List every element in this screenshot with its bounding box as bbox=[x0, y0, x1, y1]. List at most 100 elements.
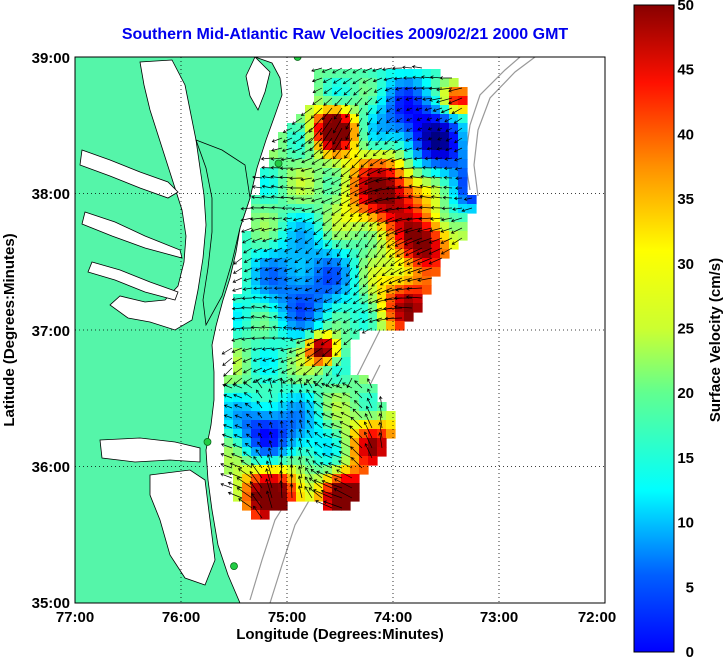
velocity-cell bbox=[341, 105, 351, 115]
velocity-arrow bbox=[227, 481, 243, 489]
velocity-arrow bbox=[435, 97, 453, 104]
velocity-arrow bbox=[243, 247, 253, 254]
velocity-cell bbox=[287, 186, 297, 196]
velocity-arrow bbox=[418, 217, 433, 221]
velocity-cell bbox=[395, 276, 405, 286]
velocity-cell bbox=[305, 285, 315, 295]
velocity-cell bbox=[314, 465, 324, 475]
velocity-cell bbox=[305, 465, 315, 475]
velocity-cell bbox=[305, 159, 315, 169]
velocity-cell bbox=[269, 483, 279, 493]
velocity-cell bbox=[296, 276, 306, 286]
velocity-arrow bbox=[313, 479, 333, 489]
velocity-cell bbox=[251, 411, 261, 421]
velocity-arrow bbox=[416, 257, 433, 265]
velocity-arrow bbox=[289, 464, 294, 479]
velocity-cell bbox=[332, 438, 342, 448]
velocity-arrow bbox=[289, 389, 294, 399]
velocity-cell bbox=[251, 213, 261, 223]
velocity-arrow bbox=[260, 216, 273, 221]
velocity-cell bbox=[323, 348, 333, 358]
velocity-cell bbox=[440, 213, 450, 223]
velocity-arrow bbox=[251, 492, 263, 509]
velocity-cell bbox=[332, 240, 342, 250]
velocity-arrow bbox=[314, 377, 323, 387]
velocity-arrow bbox=[333, 77, 343, 84]
velocity-cell bbox=[233, 339, 243, 349]
velocity-cell bbox=[233, 348, 243, 358]
velocity-cell bbox=[350, 285, 360, 295]
velocity-cell bbox=[431, 141, 441, 151]
colorbar-tick-label: 15 bbox=[677, 450, 694, 467]
velocity-cell bbox=[269, 258, 279, 268]
velocity-cell bbox=[296, 402, 306, 412]
velocity-cell bbox=[269, 249, 279, 259]
velocity-arrow bbox=[443, 175, 453, 180]
velocity-cell bbox=[404, 294, 414, 304]
velocity-arrow bbox=[407, 267, 423, 274]
velocity-cell bbox=[260, 177, 270, 187]
velocity-arrow bbox=[251, 462, 263, 479]
velocity-arrow bbox=[321, 453, 333, 459]
velocity-cell bbox=[359, 258, 369, 268]
velocity-cell bbox=[386, 204, 396, 214]
velocity-cell bbox=[413, 141, 423, 151]
velocity-arrow bbox=[324, 471, 343, 479]
velocity-cell bbox=[278, 258, 288, 268]
velocity-arrow bbox=[406, 117, 413, 122]
velocity-cell bbox=[323, 114, 333, 124]
velocity-cell bbox=[233, 402, 243, 412]
velocity-cell bbox=[386, 429, 396, 439]
velocity-arrow bbox=[298, 456, 303, 469]
velocity-cell bbox=[251, 438, 261, 448]
velocity-cell bbox=[386, 87, 396, 97]
velocity-arrow bbox=[332, 127, 343, 145]
velocity-cell bbox=[350, 240, 360, 250]
velocity-cell bbox=[323, 159, 333, 169]
velocity-arrow bbox=[426, 146, 433, 151]
velocity-arrow bbox=[220, 482, 233, 489]
velocity-arrow bbox=[326, 377, 333, 388]
velocity-cell bbox=[413, 105, 423, 115]
velocity-cell bbox=[323, 384, 333, 394]
velocity-cell bbox=[224, 438, 234, 448]
velocity-cell bbox=[341, 78, 351, 88]
velocity-cell bbox=[296, 240, 306, 250]
velocity-arrow bbox=[284, 315, 293, 320]
velocity-arrow bbox=[283, 277, 293, 282]
velocity-arrow bbox=[365, 237, 373, 248]
velocity-cell bbox=[260, 195, 270, 205]
velocity-cell bbox=[323, 294, 333, 304]
velocity-arrow bbox=[264, 267, 273, 272]
velocity-cell bbox=[359, 231, 369, 241]
velocity-arrow bbox=[365, 257, 373, 269]
velocity-arrow bbox=[403, 147, 413, 152]
velocity-cell bbox=[458, 159, 468, 169]
velocity-arrow bbox=[249, 470, 263, 489]
velocity-arrow bbox=[320, 117, 333, 136]
velocity-arrow bbox=[330, 393, 343, 399]
velocity-arrow bbox=[397, 257, 413, 266]
velocity-arrow bbox=[294, 287, 303, 291]
velocity-cell bbox=[359, 123, 369, 133]
velocity-arrow bbox=[270, 165, 283, 170]
velocity-arrow bbox=[313, 411, 323, 419]
velocity-cell bbox=[332, 384, 342, 394]
velocity-arrow bbox=[453, 117, 463, 124]
velocity-arrow bbox=[240, 217, 253, 222]
velocity-arrow bbox=[312, 307, 323, 312]
velocity-cell bbox=[278, 312, 288, 322]
velocity-cell bbox=[458, 195, 468, 205]
velocity-arrow bbox=[377, 167, 393, 174]
velocity-arrow bbox=[279, 429, 284, 439]
velocity-arrow bbox=[273, 257, 283, 262]
velocity-cell bbox=[368, 294, 378, 304]
velocity-arrow bbox=[343, 297, 353, 304]
velocity-arrow bbox=[302, 367, 313, 376]
velocity-arrow bbox=[320, 402, 333, 409]
plot-frame bbox=[74, 56, 606, 604]
velocity-arrow bbox=[298, 437, 303, 449]
velocity-cell bbox=[440, 204, 450, 214]
velocity-cell bbox=[278, 132, 288, 142]
velocity-arrow bbox=[356, 167, 373, 178]
